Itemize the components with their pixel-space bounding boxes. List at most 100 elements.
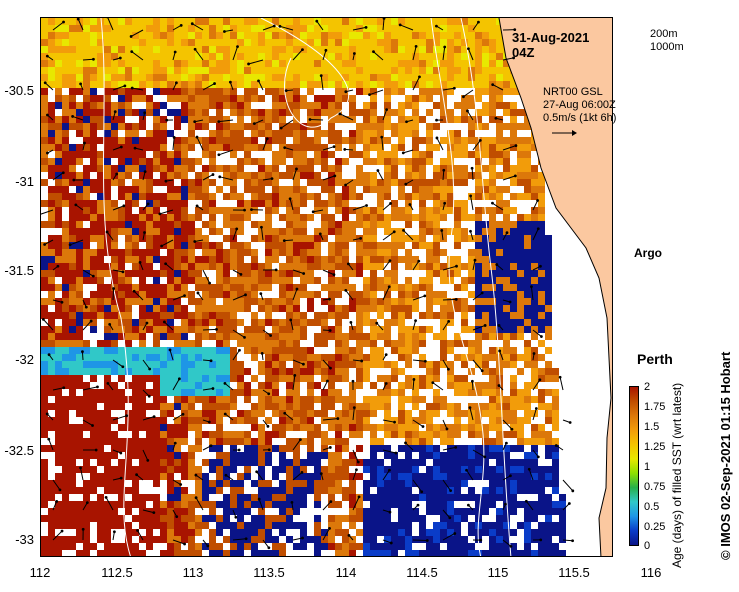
sst-cell: [433, 186, 440, 193]
sst-cell: [482, 221, 489, 228]
sst-cell: [454, 354, 461, 361]
sst-cell: [265, 305, 272, 312]
sst-cell: [454, 214, 461, 221]
sst-cell: [202, 361, 209, 368]
sst-cell: [41, 382, 48, 389]
sst-cell: [419, 417, 426, 424]
sst-cell: [489, 228, 496, 235]
sst-cell: [293, 466, 300, 473]
sst-cell: [286, 235, 293, 242]
sst-cell: [461, 417, 468, 424]
sst-cell: [314, 417, 321, 424]
sst-cell: [412, 130, 419, 137]
sst-cell: [377, 200, 384, 207]
sst-cell: [55, 221, 62, 228]
sst-cell: [132, 88, 139, 95]
sst-cell: [286, 200, 293, 207]
sst-cell: [545, 480, 552, 487]
sst-cell: [237, 88, 244, 95]
sst-cell: [251, 431, 258, 438]
sst-cell: [461, 319, 468, 326]
sst-cell: [384, 116, 391, 123]
sst-cell: [41, 158, 48, 165]
sst-cell: [272, 424, 279, 431]
sst-cell: [181, 431, 188, 438]
sst-cell: [440, 305, 447, 312]
sst-cell: [503, 193, 510, 200]
sst-cell: [104, 410, 111, 417]
sst-cell: [433, 445, 440, 452]
sst-cell: [55, 466, 62, 473]
sst-cell: [188, 39, 195, 46]
sst-cell: [118, 116, 125, 123]
sst-cell: [496, 389, 503, 396]
sst-cell: [510, 263, 517, 270]
sst-cell: [398, 172, 405, 179]
sst-cell: [482, 67, 489, 74]
sst-cell: [237, 452, 244, 459]
sst-cell: [300, 74, 307, 81]
sst-cell: [426, 53, 433, 60]
sst-cell: [342, 144, 349, 151]
sst-cell: [111, 298, 118, 305]
sst-cell: [62, 319, 69, 326]
sst-cell: [314, 95, 321, 102]
sst-cell: [146, 18, 153, 25]
sst-cell: [55, 396, 62, 403]
sst-cell: [342, 151, 349, 158]
sst-cell: [132, 18, 139, 25]
sst-cell: [97, 333, 104, 340]
sst-cell: [363, 445, 370, 452]
sst-cell: [272, 102, 279, 109]
sst-cell: [377, 102, 384, 109]
sst-cell: [475, 361, 482, 368]
sst-cell: [531, 270, 538, 277]
sst-cell: [468, 46, 475, 53]
sst-cell: [377, 284, 384, 291]
sst-cell: [216, 445, 223, 452]
sst-cell: [412, 326, 419, 333]
sst-cell: [62, 494, 69, 501]
sst-cell: [461, 25, 468, 32]
sst-cell: [524, 200, 531, 207]
sst-cell: [265, 473, 272, 480]
sst-cell: [76, 53, 83, 60]
sst-cell: [202, 438, 209, 445]
sst-cell: [370, 32, 377, 39]
sst-cell: [328, 403, 335, 410]
sst-cell: [237, 144, 244, 151]
sst-cell: [279, 291, 286, 298]
sst-cell: [41, 235, 48, 242]
sst-cell: [230, 298, 237, 305]
sst-cell: [223, 305, 230, 312]
sst-cell: [300, 256, 307, 263]
sst-cell: [125, 228, 132, 235]
sst-cell: [83, 172, 90, 179]
sst-cell: [76, 102, 83, 109]
sst-cell: [139, 375, 146, 382]
sst-cell: [216, 305, 223, 312]
sst-cell: [510, 382, 517, 389]
sst-cell: [496, 221, 503, 228]
sst-cell: [454, 417, 461, 424]
sst-cell: [398, 249, 405, 256]
sst-cell: [510, 207, 517, 214]
sst-cell: [41, 88, 48, 95]
sst-cell: [195, 354, 202, 361]
sst-cell: [258, 74, 265, 81]
sst-cell: [132, 452, 139, 459]
sst-cell: [489, 487, 496, 494]
sst-cell: [265, 186, 272, 193]
sst-cell: [475, 25, 482, 32]
sst-cell: [118, 137, 125, 144]
sst-cell: [216, 207, 223, 214]
sst-cell: [132, 298, 139, 305]
sst-cell: [433, 375, 440, 382]
sst-cell: [251, 67, 258, 74]
sst-cell: [489, 347, 496, 354]
sst-cell: [90, 81, 97, 88]
sst-cell: [524, 368, 531, 375]
sst-cell: [391, 277, 398, 284]
sst-cell: [314, 158, 321, 165]
sst-cell: [272, 123, 279, 130]
